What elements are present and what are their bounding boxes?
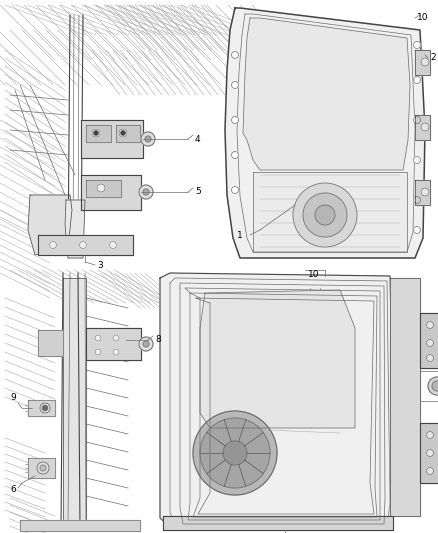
Polygon shape xyxy=(415,50,430,75)
Polygon shape xyxy=(163,516,393,530)
Text: 10: 10 xyxy=(417,13,428,22)
Circle shape xyxy=(413,157,420,164)
Polygon shape xyxy=(28,195,72,255)
Circle shape xyxy=(421,188,429,196)
Circle shape xyxy=(42,406,47,410)
Circle shape xyxy=(80,241,86,248)
Polygon shape xyxy=(225,8,425,258)
Circle shape xyxy=(315,205,335,225)
Circle shape xyxy=(303,193,347,237)
Circle shape xyxy=(413,77,420,84)
Text: 5: 5 xyxy=(195,188,201,197)
Circle shape xyxy=(94,131,98,135)
Circle shape xyxy=(427,321,434,328)
Text: 6: 6 xyxy=(10,486,16,495)
Circle shape xyxy=(95,335,101,341)
Polygon shape xyxy=(415,115,430,140)
Text: 1: 1 xyxy=(237,230,243,239)
Circle shape xyxy=(92,129,100,137)
Polygon shape xyxy=(243,18,410,170)
Polygon shape xyxy=(20,520,140,531)
Circle shape xyxy=(49,241,57,248)
Polygon shape xyxy=(86,125,111,142)
Circle shape xyxy=(145,136,151,142)
Polygon shape xyxy=(253,172,407,252)
Circle shape xyxy=(95,349,101,355)
Circle shape xyxy=(139,185,153,199)
Circle shape xyxy=(223,441,247,465)
Circle shape xyxy=(37,462,49,474)
Text: 3: 3 xyxy=(97,261,103,270)
Circle shape xyxy=(97,184,105,192)
Circle shape xyxy=(427,432,434,439)
Polygon shape xyxy=(65,200,85,258)
Circle shape xyxy=(141,132,155,146)
Text: 2: 2 xyxy=(430,53,436,62)
Polygon shape xyxy=(390,278,420,516)
Text: 9: 9 xyxy=(10,393,16,402)
Circle shape xyxy=(413,197,420,204)
Text: 10: 10 xyxy=(308,270,319,279)
Polygon shape xyxy=(28,400,55,416)
Circle shape xyxy=(113,349,119,355)
Circle shape xyxy=(232,151,239,158)
Circle shape xyxy=(40,465,46,471)
Text: 4: 4 xyxy=(195,134,201,143)
Polygon shape xyxy=(63,278,86,528)
Polygon shape xyxy=(420,423,438,483)
Circle shape xyxy=(121,131,125,135)
Polygon shape xyxy=(415,180,430,205)
Circle shape xyxy=(427,340,434,346)
Circle shape xyxy=(119,129,127,137)
Polygon shape xyxy=(86,180,121,197)
Circle shape xyxy=(113,335,119,341)
Circle shape xyxy=(232,82,239,88)
Polygon shape xyxy=(38,330,63,356)
Circle shape xyxy=(232,52,239,59)
Polygon shape xyxy=(81,175,141,210)
Circle shape xyxy=(428,377,438,395)
Circle shape xyxy=(193,411,277,495)
Circle shape xyxy=(413,42,420,49)
Polygon shape xyxy=(28,458,55,478)
Circle shape xyxy=(110,241,117,248)
Circle shape xyxy=(139,337,153,351)
Polygon shape xyxy=(160,273,395,530)
Circle shape xyxy=(421,123,429,131)
Circle shape xyxy=(427,467,434,474)
Polygon shape xyxy=(200,290,355,428)
Circle shape xyxy=(40,403,50,413)
Circle shape xyxy=(421,58,429,66)
Circle shape xyxy=(413,227,420,233)
Polygon shape xyxy=(81,120,143,158)
Circle shape xyxy=(200,418,270,488)
Circle shape xyxy=(432,381,438,391)
Polygon shape xyxy=(38,235,133,255)
Circle shape xyxy=(427,449,434,456)
Circle shape xyxy=(293,183,357,247)
Circle shape xyxy=(143,189,149,195)
Text: 8: 8 xyxy=(155,335,161,344)
Polygon shape xyxy=(86,328,141,360)
Circle shape xyxy=(232,117,239,124)
Circle shape xyxy=(232,187,239,193)
Polygon shape xyxy=(420,313,438,368)
Circle shape xyxy=(413,117,420,124)
Circle shape xyxy=(143,341,149,347)
Circle shape xyxy=(427,354,434,361)
Polygon shape xyxy=(116,125,140,142)
